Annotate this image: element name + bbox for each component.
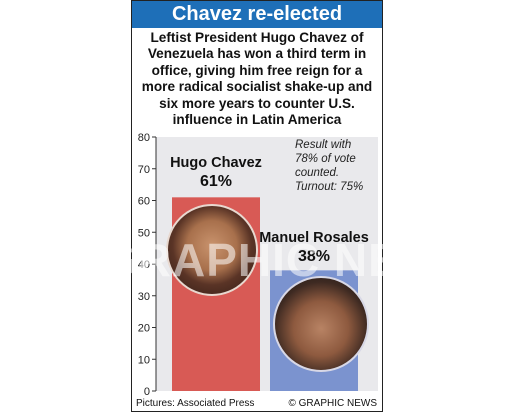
rosales-value-label: 38% (298, 248, 330, 265)
hugo-chavez-photo (166, 204, 258, 296)
y-tick-label: 20 (138, 323, 150, 335)
y-tick-label: 80 (138, 132, 150, 144)
y-tick-label: 30 (138, 291, 150, 303)
result-note-line: Turnout: 75% (295, 181, 363, 193)
photo-credit: Pictures: Associated Press (136, 398, 255, 409)
y-tick-label: 50 (138, 227, 150, 239)
publisher-credit: © GRAPHIC NEWS (288, 398, 378, 409)
manuel-rosales-photo (273, 276, 369, 372)
result-note-line: counted. (295, 167, 339, 179)
chavez-value-label: 61% (200, 173, 232, 190)
result-note-line: 78% of vote (295, 153, 356, 165)
graphic-frame: Chavez re-elected Leftist President Hugo… (101, 0, 475, 412)
rosales-name-label: Manuel Rosales (259, 230, 369, 246)
result-note-line: Result with (295, 139, 351, 151)
y-tick-label: 60 (138, 196, 150, 208)
y-tick-label: 70 (138, 164, 150, 176)
y-tick-label: 0 (144, 386, 150, 398)
chavez-name-label: Hugo Chavez (170, 155, 262, 171)
title-bar: Chavez re-elected (132, 1, 382, 28)
y-tick-label: 10 (138, 354, 150, 366)
lede-text: Leftist President Hugo Chavez of Venezue… (141, 30, 373, 128)
chart-title: Chavez re-elected (171, 3, 343, 25)
y-tick-label: 40 (138, 259, 150, 271)
